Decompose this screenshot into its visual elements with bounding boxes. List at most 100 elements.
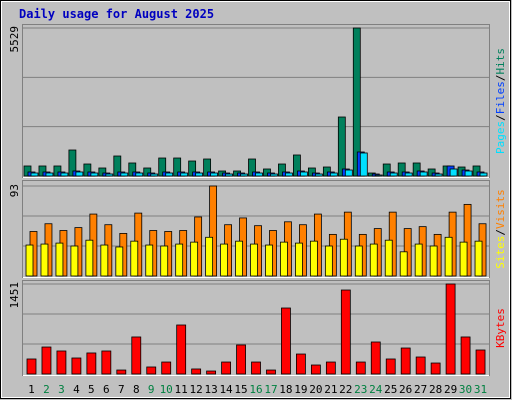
legend: KBytes [494, 308, 507, 348]
x-tick-label: 19 [294, 383, 307, 396]
bar [205, 236, 214, 277]
bar [399, 251, 408, 277]
bar [325, 361, 336, 375]
x-tick-label: 2 [43, 383, 50, 396]
bar [463, 203, 472, 277]
bar [105, 173, 114, 177]
bar [434, 173, 443, 177]
bar [414, 243, 423, 277]
x-tick-label: 11 [175, 383, 188, 396]
bar [101, 350, 112, 375]
x-tick-label: 29 [444, 383, 457, 396]
bar [295, 242, 303, 277]
bar [385, 358, 396, 375]
bar [248, 158, 256, 177]
bar [296, 353, 306, 375]
bar [419, 171, 428, 177]
bar [60, 172, 69, 177]
bar [209, 185, 218, 277]
bar [113, 155, 122, 177]
bar [180, 172, 189, 177]
bar [220, 243, 228, 277]
x-tick-label: 12 [190, 383, 203, 396]
bar [293, 154, 301, 177]
x-tick-label: 18 [279, 383, 292, 396]
legend-separator: / [494, 75, 507, 82]
bar [165, 172, 174, 177]
bar [444, 236, 453, 277]
bar [160, 245, 169, 277]
x-tick-label: 27 [414, 383, 427, 396]
bar [384, 239, 393, 277]
bar [344, 169, 353, 177]
x-tick-label: 14 [219, 383, 233, 396]
bar [445, 283, 456, 375]
bar [340, 289, 351, 375]
bar [309, 240, 318, 277]
bar [30, 172, 39, 177]
bar [146, 366, 157, 375]
x-tick-label: 22 [339, 383, 352, 396]
bar [324, 245, 333, 277]
bar [235, 240, 243, 277]
bar [270, 173, 278, 177]
x-tick-label: 3 [58, 383, 65, 396]
bar [475, 349, 486, 375]
bar [191, 368, 202, 375]
bar [250, 243, 258, 277]
bar [355, 361, 366, 375]
legend-entry: Pages [494, 121, 507, 154]
bar [176, 324, 187, 375]
bar [100, 244, 109, 277]
bar [225, 173, 233, 177]
bar [38, 165, 47, 177]
bar [128, 162, 137, 177]
bar [206, 370, 217, 375]
bar [131, 336, 142, 375]
bar [266, 369, 276, 375]
bar [85, 239, 94, 277]
bar [255, 172, 263, 177]
bar [221, 361, 231, 375]
x-tick-label: 21 [324, 383, 337, 396]
legend-entry: KBytes [494, 308, 507, 348]
bar [278, 163, 286, 177]
bar [116, 369, 127, 375]
legend-entry: Files [494, 81, 507, 114]
panel [22, 24, 490, 178]
x-tick-label: 10 [160, 383, 173, 396]
bar [75, 171, 84, 177]
bar [90, 172, 99, 177]
x-tick-label: 28 [429, 383, 442, 396]
bar [240, 173, 248, 177]
legend-separator: / [494, 229, 507, 236]
x-tick-label: 6 [103, 383, 110, 396]
x-tick-label: 25 [384, 383, 397, 396]
bar [56, 350, 67, 375]
bar [203, 158, 212, 177]
bar [281, 307, 291, 375]
bar [354, 245, 363, 277]
bar [145, 244, 154, 277]
bar [300, 171, 308, 177]
x-tick-label: 13 [204, 383, 217, 396]
bar [175, 243, 184, 277]
legend-entry: Sites [494, 236, 507, 269]
x-tick-label: 15 [234, 383, 247, 396]
bar [374, 174, 383, 177]
bar [449, 168, 458, 177]
bar [310, 364, 321, 375]
bar [464, 170, 473, 177]
bar [400, 347, 411, 375]
x-tick-label: 1 [28, 383, 35, 396]
bar [265, 244, 273, 277]
bar [236, 344, 246, 375]
bar [173, 157, 182, 177]
bar [68, 149, 77, 177]
bar [389, 172, 398, 177]
bar [40, 243, 49, 277]
x-tick-label: 26 [399, 383, 412, 396]
bar [307, 167, 316, 177]
bar [115, 246, 124, 277]
